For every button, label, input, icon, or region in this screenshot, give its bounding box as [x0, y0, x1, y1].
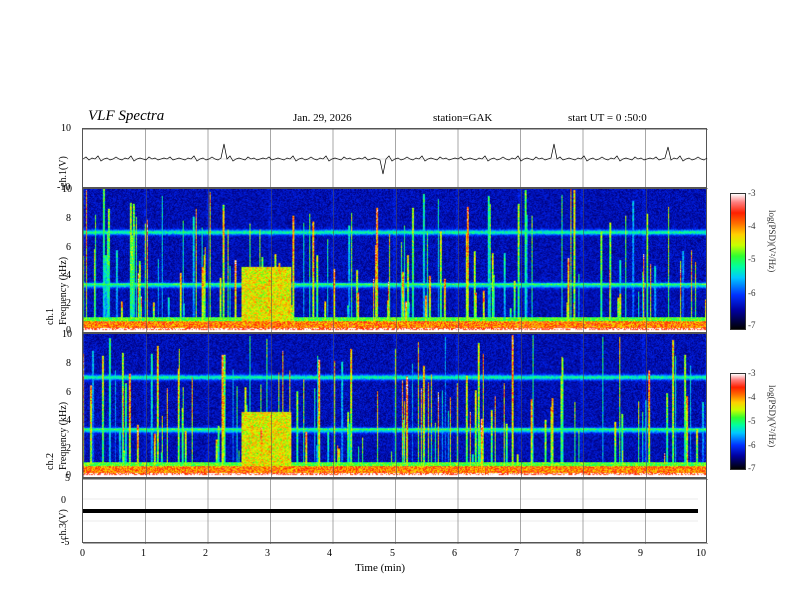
ch2-cbar-tick-neg4: -4: [748, 392, 756, 402]
xtick-1: 1: [141, 548, 146, 559]
ch2-cbar-label: log(PSD)(V²/Hz): [767, 385, 777, 455]
ch2-colorbar[interactable]: [730, 373, 746, 470]
xtick-4: 4: [327, 548, 332, 559]
ch1-cbar-tick-neg3: -3: [748, 188, 756, 198]
xtick-0: 0: [80, 548, 85, 559]
xtick-8: 8: [576, 548, 581, 559]
ch1-spectrogram-canvas: [83, 189, 706, 332]
ch1-cbar-tick-neg7: -7: [748, 320, 756, 330]
ch3-waveform-svg: [83, 479, 708, 544]
ch1wave-ylabel: ch.1(V): [58, 132, 69, 187]
xaxis-label: Time (min): [355, 562, 405, 574]
plot-date: Jan. 29, 2026: [293, 112, 352, 124]
xtick-9: 9: [638, 548, 643, 559]
ch1-cbar-tick-neg6: -6: [748, 288, 756, 298]
ch2-cbar-tick-neg3: -3: [748, 368, 756, 378]
ch2spec-ylabel1: ch.2: [45, 340, 56, 470]
ch2-cbar-tick-neg6: -6: [748, 440, 756, 450]
plot-start-ut: start UT = 0 :50:0: [568, 112, 647, 124]
plot-title: VLF Spectra: [88, 108, 164, 125]
ch2-cbar-tick-neg7: -7: [748, 463, 756, 473]
ch1spec-ylabel2: Frequency (kHz): [58, 195, 69, 325]
ch1-cbar-tick-neg4: -4: [748, 221, 756, 231]
xtick-5: 5: [390, 548, 395, 559]
plot-station: station=GAK: [433, 112, 492, 124]
xtick-3: 3: [265, 548, 270, 559]
xtick-6: 6: [452, 548, 457, 559]
ch2-spectrogram-panel[interactable]: [82, 333, 707, 478]
ch1-waveform-panel: 10 -10: [82, 128, 707, 188]
xtick-7: 7: [514, 548, 519, 559]
ch1-spectrogram-panel[interactable]: [82, 188, 707, 333]
ch3-waveform-panel: 5 0 -5: [82, 478, 707, 543]
ch1-cbar-tick-neg5: -5: [748, 254, 756, 264]
ch3wave-ylabel: ch.3(V): [58, 482, 69, 540]
xtick-2: 2: [203, 548, 208, 559]
ch2-spectrogram-canvas: [83, 334, 706, 477]
ch1-cbar-label: log(PSD)(V²/Hz): [767, 210, 777, 310]
xtick-10: 10: [696, 548, 706, 559]
ch2-cbar-tick-neg5: -5: [748, 416, 756, 426]
ch1spec-ytick-10: 10: [62, 184, 72, 195]
ch1-colorbar[interactable]: [730, 193, 746, 330]
ch2spec-ylabel2: Frequency (kHz): [58, 340, 69, 470]
ch2spec-ytick-10: 10: [62, 329, 72, 340]
vlf-spectra-plot: VLF Spectra Jan. 29, 2026 station=GAK st…: [0, 0, 792, 612]
ch1spec-ylabel1: ch.1: [45, 195, 56, 325]
ch1-waveform-svg: [83, 129, 708, 189]
